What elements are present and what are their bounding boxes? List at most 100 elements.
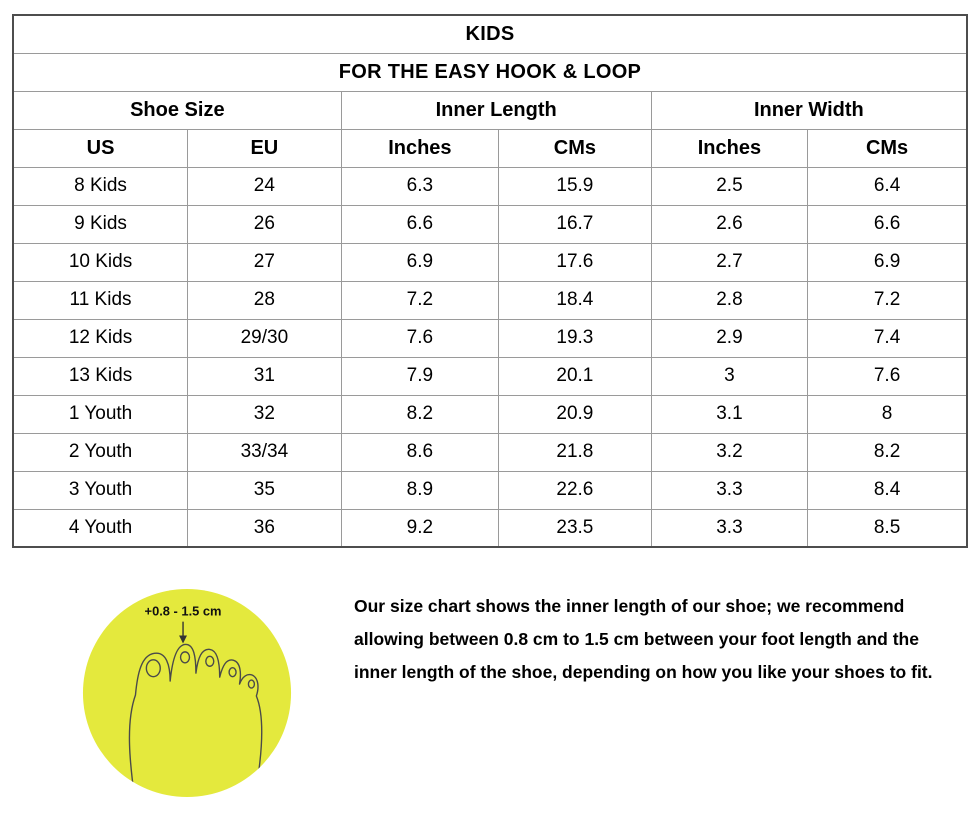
table-cell: 35 [187, 470, 342, 510]
table-row: 3 Youth 35 8.9 22.6 3.3 8.4 [12, 470, 968, 510]
table-cell: 2.5 [650, 166, 809, 206]
table-cell: 20.9 [498, 394, 652, 434]
table-cell: 3.3 [650, 508, 809, 548]
table-title-row: KIDS [12, 14, 968, 54]
table-cell: 28 [187, 280, 342, 320]
table-row: 4 Youth 36 9.2 23.5 3.3 8.5 [12, 508, 968, 548]
table-cell: 21.8 [498, 432, 652, 472]
size-chart-page: KIDS FOR THE EASY HOOK & LOOP Shoe Size I… [0, 14, 980, 832]
column-header: CMs [807, 128, 968, 168]
table-cell: 19.3 [498, 318, 652, 358]
table-cell: 2.9 [650, 318, 809, 358]
table-title: KIDS [12, 14, 968, 54]
size-chart-table: KIDS FOR THE EASY HOOK & LOOP Shoe Size I… [12, 14, 968, 548]
table-cell: 8 Kids [12, 166, 189, 206]
table-cell: 2.8 [650, 280, 809, 320]
table-cell: 8.4 [807, 470, 968, 510]
table-row: 1 Youth 32 8.2 20.9 3.1 8 [12, 394, 968, 434]
table-row: 8 Kids 24 6.3 15.9 2.5 6.4 [12, 166, 968, 206]
table-cell: 8.2 [807, 432, 968, 472]
gap-annotation: +0.8 - 1.5 cm [145, 604, 222, 619]
table-cell: 15.9 [498, 166, 652, 206]
table-cell: 6.9 [807, 242, 968, 282]
table-cell: 7.4 [807, 318, 968, 358]
table-cell: 7.2 [340, 280, 500, 320]
table-cell: 12 Kids [12, 318, 189, 358]
table-cell: 27 [187, 242, 342, 282]
table-cell: 31 [187, 356, 342, 396]
table-cell: 22.6 [498, 470, 652, 510]
table-cell: 17.6 [498, 242, 652, 282]
table-cell: 7.9 [340, 356, 500, 396]
table-cell: 29/30 [187, 318, 342, 358]
table-cell: 6.4 [807, 166, 968, 206]
table-cell: 3.2 [650, 432, 809, 472]
toenail-4 [228, 667, 237, 678]
table-row: 9 Kids 26 6.6 16.7 2.6 6.6 [12, 204, 968, 244]
table-cell: 7.6 [340, 318, 500, 358]
table-row: 2 Youth 33/34 8.6 21.8 3.2 8.2 [12, 432, 968, 472]
table-cell: 3 Youth [12, 470, 189, 510]
sizing-note-text: Our size chart shows the inner length of… [354, 596, 933, 682]
table-cell: 3 [650, 356, 809, 396]
table-cell: 10 Kids [12, 242, 189, 282]
table-cell: 32 [187, 394, 342, 434]
table-row: 13 Kids 31 7.9 20.1 3 7.6 [12, 356, 968, 396]
table-cell: 6.6 [807, 204, 968, 244]
table-subtitle-row: FOR THE EASY HOOK & LOOP [12, 52, 968, 92]
table-cell: 20.1 [498, 356, 652, 396]
table-cell: 18.4 [498, 280, 652, 320]
column-group-header: Inner Width [650, 90, 968, 130]
table-cell: 9.2 [340, 508, 500, 548]
table-cell: 23.5 [498, 508, 652, 548]
column-header: CMs [498, 128, 652, 168]
table-cell: 16.7 [498, 204, 652, 244]
table-cell: 7.2 [807, 280, 968, 320]
table-row: 11 Kids 28 7.2 18.4 2.8 7.2 [12, 280, 968, 320]
column-group-header: Shoe Size [12, 90, 342, 130]
foot-outline [128, 643, 263, 798]
table-cell: 9 Kids [12, 204, 189, 244]
table-cell: 11 Kids [12, 280, 189, 320]
table-cell: 8.2 [340, 394, 500, 434]
column-header-row: US EU Inches CMs Inches CMs [12, 128, 968, 168]
column-header: US [12, 128, 189, 168]
table-cell: 3.1 [650, 394, 809, 434]
table-row: 10 Kids 27 6.9 17.6 2.7 6.9 [12, 242, 968, 282]
yellow-circle [82, 588, 292, 798]
table-cell: 8.6 [340, 432, 500, 472]
table-row: 12 Kids 29/30 7.6 19.3 2.9 7.4 [12, 318, 968, 358]
table-cell: 36 [187, 508, 342, 548]
table-cell: 3.3 [650, 470, 809, 510]
table-cell: 24 [187, 166, 342, 206]
table-cell: 6.6 [340, 204, 500, 244]
column-header: EU [187, 128, 342, 168]
size-table-body: 8 Kids 24 6.3 15.9 2.5 6.4 9 Kids 26 6.6 16.7 2.6 6… [12, 166, 968, 548]
table-cell: 6.3 [340, 166, 500, 206]
gap-arrow-icon [179, 621, 187, 644]
column-group-header: Inner Length [340, 90, 652, 130]
table-cell: 2.7 [650, 242, 809, 282]
table-cell: 4 Youth [12, 508, 189, 548]
foot-diagram-svg: +0.8 - 1.5 cm [82, 588, 292, 798]
column-header: Inches [340, 128, 500, 168]
table-cell: 33/34 [187, 432, 342, 472]
table-cell: 8.9 [340, 470, 500, 510]
table-cell: 26 [187, 204, 342, 244]
table-cell: 2.6 [650, 204, 809, 244]
column-header: Inches [650, 128, 809, 168]
table-cell: 8 [807, 394, 968, 434]
toenail-3 [205, 655, 215, 667]
bottom-section: +0.8 - 1.5 cm Our size chart shows the i… [0, 584, 980, 802]
table-cell: 6.9 [340, 242, 500, 282]
table-cell: 8.5 [807, 508, 968, 548]
table-cell: 13 Kids [12, 356, 189, 396]
column-group-row: Shoe Size Inner Length Inner Width [12, 90, 968, 130]
table-cell: 1 Youth [12, 394, 189, 434]
toenail-5 [247, 679, 256, 689]
table-subtitle: FOR THE EASY HOOK & LOOP [12, 52, 968, 92]
table-cell: 2 Youth [12, 432, 189, 472]
table-cell: 7.6 [807, 356, 968, 396]
toenail-big [145, 659, 161, 678]
toenail-2 [179, 651, 191, 664]
